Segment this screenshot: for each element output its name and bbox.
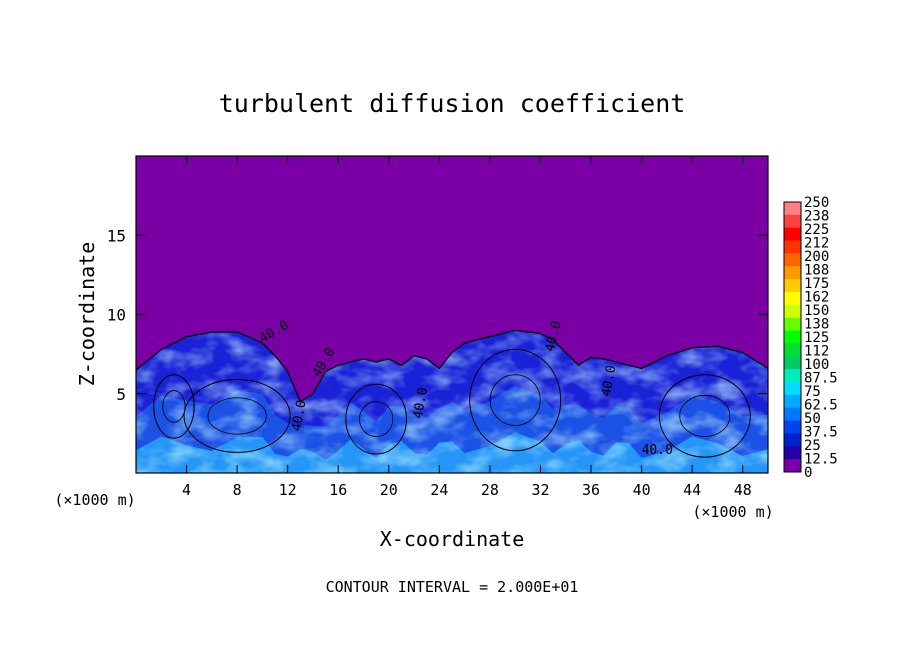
- colorbar-swatch: [784, 330, 801, 344]
- contour-label: 40.0: [642, 443, 673, 458]
- chart-title: turbulent diffusion coefficient: [219, 89, 686, 118]
- x-tick-label: 48: [734, 481, 752, 499]
- contour-label: 40.0: [599, 364, 619, 397]
- colorbar-swatch: [784, 394, 801, 409]
- colorbar-label: 87.5: [804, 371, 838, 387]
- colorbar-label: 238: [804, 209, 829, 225]
- contour-eddy-inner: [162, 390, 186, 423]
- colorbar-label: 225: [804, 222, 829, 238]
- colorbar-label: 75: [804, 384, 821, 400]
- y-ticks: 5 10 15: [107, 226, 768, 404]
- colorbar-label: 200: [804, 249, 829, 265]
- colorbar-label: 62.5: [804, 398, 838, 414]
- x-tick-label: 12: [279, 481, 297, 499]
- colorbar-swatch: [784, 227, 801, 242]
- colorbar-label: 250: [804, 195, 829, 211]
- contour-eddy: [345, 383, 407, 455]
- colorbar-swatch: [784, 240, 801, 254]
- colorbar-swatch: [784, 343, 801, 357]
- y-axis-label: Z-coordinate: [75, 242, 99, 387]
- colorbar-label: 37.5: [804, 425, 838, 441]
- colorbar-label: 175: [804, 276, 829, 292]
- colorbar-swatch: [784, 292, 801, 306]
- contour-eddy: [183, 378, 291, 453]
- x-tick-label: 4: [182, 481, 191, 499]
- colorbar-label: 50: [804, 411, 821, 427]
- contour-interval-note: CONTOUR INTERVAL = 2.000E+01: [326, 578, 579, 596]
- colorbar-label: 12.5: [804, 452, 838, 468]
- contour-eddy-inner: [679, 394, 731, 437]
- contour-eddy: [153, 374, 195, 439]
- colorbar-label: 100: [804, 357, 829, 373]
- x-unit-left: (×1000 m): [54, 491, 135, 509]
- colorbar: 2502382252122001881751621501381251121008…: [783, 195, 838, 481]
- plot-area: 40.040.0 40.040.040.040.040.0 4 8 12 16 20 24 2…: [107, 155, 769, 499]
- colorbar-swatch: [784, 202, 801, 216]
- colorbar-label: 125: [804, 330, 829, 346]
- contour-label: 40.0: [289, 399, 309, 432]
- contour-eddy: [469, 348, 562, 452]
- colorbar-label: 188: [804, 263, 829, 279]
- contour-outline: [136, 329, 768, 403]
- colorbar-swatch: [784, 266, 801, 280]
- contour-eddy: [658, 374, 751, 458]
- y-tick-label: 5: [116, 385, 126, 404]
- colorbar-swatch: [784, 420, 801, 434]
- colorbar-swatch: [784, 253, 801, 267]
- y-tick-label: 10: [107, 306, 126, 325]
- x-axis-label: X-coordinate: [380, 527, 525, 551]
- colorbar-swatch: [784, 407, 801, 422]
- x-tick-label: 44: [683, 481, 701, 499]
- x-tick-label: 40: [633, 481, 651, 499]
- x-tick-label: 28: [481, 481, 499, 499]
- x-unit-right: (×1000 m): [692, 503, 773, 521]
- x-tick-label: 8: [233, 481, 242, 499]
- colorbar-swatch: [784, 304, 801, 319]
- x-tick-label: 16: [329, 481, 347, 499]
- colorbar-label: 25: [804, 438, 821, 454]
- contour-eddy-inner: [207, 397, 267, 435]
- colorbar-label: 138: [804, 317, 829, 333]
- contour-eddy-inner: [359, 401, 394, 437]
- colorbar-swatch: [784, 459, 801, 473]
- colorbar-swatch: [784, 317, 801, 332]
- x-tick-label: 32: [531, 481, 549, 499]
- colorbar-label: 162: [804, 290, 829, 306]
- colorbar-label: 212: [804, 236, 829, 252]
- colorbar-frame: [783, 201, 802, 473]
- colorbar-swatch: [784, 433, 801, 447]
- colorbar-swatch: [784, 214, 801, 229]
- colorbar-swatch: [784, 446, 801, 460]
- colorbar-label: 150: [804, 303, 829, 319]
- colorbar-swatch: [784, 369, 801, 383]
- x-tick-label: 24: [430, 481, 448, 499]
- x-tick-label: 20: [380, 481, 398, 499]
- colorbar-swatch: [784, 279, 801, 293]
- colorbar-label: 0: [804, 465, 812, 481]
- contour-eddy-inner: [489, 374, 541, 426]
- x-tick-label: 36: [582, 481, 600, 499]
- y-tick-label: 15: [107, 226, 126, 245]
- x-ticks: 4 8 12 16 20 24 28 32 36 40 44 48: [182, 156, 752, 499]
- colorbar-swatch: [784, 356, 801, 370]
- colorbar-label: 112: [804, 344, 829, 360]
- colorbar-swatch: [784, 382, 801, 396]
- contour-label: 40.0: [411, 386, 431, 419]
